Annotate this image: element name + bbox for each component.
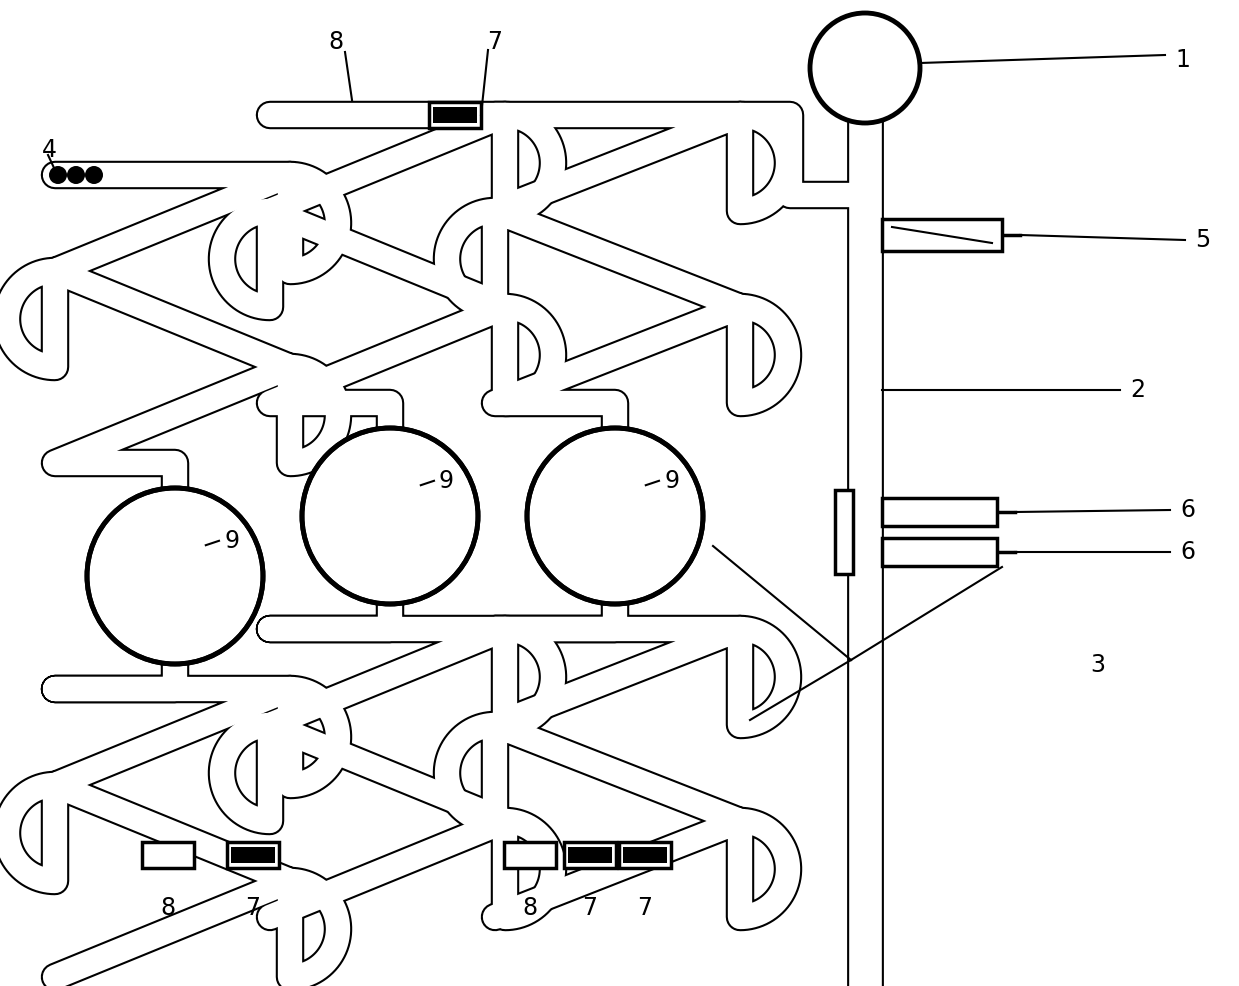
Text: 3: 3 — [1090, 653, 1105, 677]
Text: 7: 7 — [582, 896, 597, 920]
Circle shape — [304, 429, 477, 603]
Text: 6: 6 — [1180, 498, 1194, 522]
Bar — [623, 847, 667, 863]
Bar — [504, 842, 556, 868]
Text: 2: 2 — [1130, 378, 1145, 402]
Circle shape — [67, 166, 85, 184]
Circle shape — [88, 489, 261, 663]
Bar — [882, 498, 997, 526]
Circle shape — [810, 13, 921, 123]
Bar — [227, 842, 279, 868]
Text: 9: 9 — [224, 528, 239, 553]
Text: 9: 9 — [664, 468, 679, 493]
Bar — [429, 102, 481, 128]
Bar — [567, 847, 612, 863]
Bar — [564, 842, 616, 868]
Bar — [432, 107, 477, 123]
Text: 7: 7 — [245, 896, 260, 920]
Text: 9: 9 — [439, 468, 453, 493]
Text: 8: 8 — [523, 896, 538, 920]
Circle shape — [50, 166, 67, 184]
Bar — [620, 842, 672, 868]
Bar — [230, 847, 275, 863]
Bar — [882, 538, 997, 566]
Text: 7: 7 — [487, 30, 502, 54]
Text: 5: 5 — [1194, 228, 1211, 252]
Text: 1: 1 — [1175, 48, 1189, 72]
Bar — [882, 219, 1002, 251]
Circle shape — [528, 429, 703, 603]
Text: 6: 6 — [1180, 540, 1194, 564]
Text: 4: 4 — [42, 138, 57, 162]
Text: 7: 7 — [638, 896, 653, 920]
Bar — [142, 842, 195, 868]
Text: 8: 8 — [160, 896, 176, 920]
Text: 8: 8 — [328, 30, 343, 54]
Circle shape — [85, 166, 103, 184]
Bar — [835, 490, 852, 574]
